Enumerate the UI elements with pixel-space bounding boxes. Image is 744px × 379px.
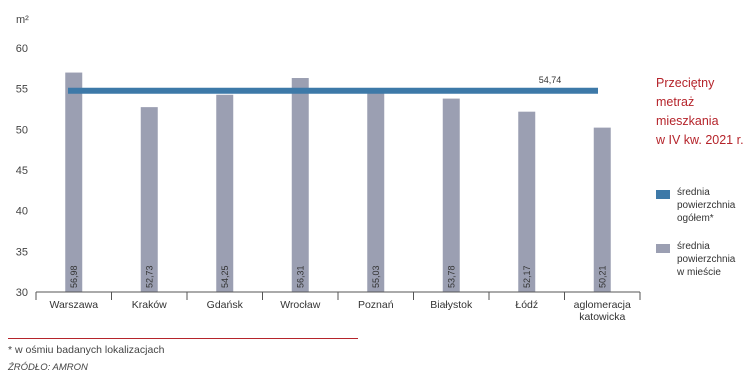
bar — [518, 111, 536, 293]
side-title-line: metraż — [656, 95, 695, 109]
legend-label: średnia powierzchnia w mieście — [677, 241, 736, 278]
bar — [442, 98, 460, 293]
bar — [593, 127, 611, 292]
y-tick-label: 30 — [16, 287, 28, 299]
x-tick-label: Łódź — [515, 299, 538, 311]
legend-label: średnia powierzchnia ogółem* — [677, 187, 736, 224]
side-title-line: mieszkania — [656, 114, 719, 128]
legend-swatch — [656, 244, 670, 253]
x-tick-label: aglomeracja — [574, 299, 631, 311]
bar-value-label: 54,25 — [220, 265, 230, 288]
chart-side-title: Przeciętny metraż mieszkania w IV kw. 2021 … — [656, 74, 744, 150]
footnote: * w ośmiu badanych lokalizacjach — [8, 344, 165, 356]
legend-swatch — [656, 190, 670, 199]
bar — [367, 88, 385, 292]
average-line-group: 54,74 — [68, 75, 598, 94]
x-axis: Warszawa Kraków Gdańsk Wrocław Poznań Białyst… — [35, 291, 641, 323]
y-tick-label: 35 — [16, 246, 28, 258]
x-tick-label: Gdańsk — [207, 299, 244, 311]
y-tick-label: 45 — [16, 165, 28, 177]
bar — [291, 78, 309, 293]
x-tick-label: Warszawa — [49, 299, 98, 311]
x-tick-label: katowicka — [579, 311, 625, 323]
x-tick-label: Białystok — [430, 299, 473, 311]
footnote-divider — [8, 338, 358, 339]
y-tick-label: 40 — [16, 206, 28, 218]
x-tick-label: Kraków — [132, 299, 167, 311]
source-note: ŹRÓDŁO: AMRON — [8, 362, 88, 373]
y-tick-label: 50 — [16, 124, 28, 136]
y-axis-unit-label: m² — [16, 14, 29, 26]
x-tick-label: Poznań — [358, 299, 394, 311]
x-tick-label: Wrocław — [280, 299, 320, 311]
side-title-line: w IV kw. 2021 r. — [656, 133, 744, 147]
bar-value-label: 55,03 — [371, 265, 381, 288]
y-axis-ticks: 30 35 40 45 50 55 60 — [16, 43, 28, 299]
bar-value-label: 53,78 — [446, 265, 456, 288]
bar — [216, 94, 234, 293]
bar-value-label: 56,98 — [69, 265, 79, 288]
average-line-label: 54,74 — [539, 75, 562, 85]
bar-value-label: 52,17 — [522, 265, 532, 288]
bar — [140, 107, 158, 292]
bars: 56,98 52,73 54,25 56,31 55,03 53,78 52,17 50,21 — [65, 72, 611, 293]
bar — [65, 72, 83, 292]
bar-value-label: 52,73 — [144, 265, 154, 288]
y-tick-label: 60 — [16, 43, 28, 55]
bar-value-label: 56,31 — [295, 265, 305, 288]
bar-value-label: 50,21 — [597, 265, 607, 288]
y-tick-label: 55 — [16, 84, 28, 96]
side-title-line: Przeciętny — [656, 76, 715, 90]
